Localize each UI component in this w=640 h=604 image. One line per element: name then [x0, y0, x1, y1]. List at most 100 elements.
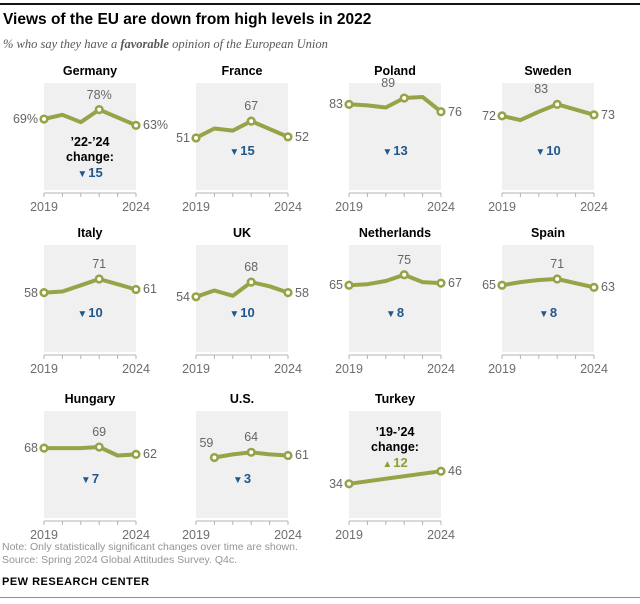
- axis-start-year-label: 2019: [182, 200, 210, 214]
- end-value-label: 46: [448, 464, 462, 479]
- data-point-marker: [497, 111, 507, 121]
- data-point-marker: [94, 274, 104, 284]
- peak-value-label: 64: [244, 430, 259, 445]
- change-value-line: ▼10: [34, 305, 146, 322]
- change-label: ▼8: [492, 305, 604, 322]
- data-point-marker: [552, 99, 562, 109]
- chart-title: Views of the EU are down from high level…: [3, 11, 372, 28]
- axis-end-year-label: 2024: [122, 200, 150, 214]
- change-prefix-line: change:: [371, 440, 419, 454]
- change-value-line: ▼15: [186, 143, 298, 160]
- axis-end-year-label: 2024: [427, 200, 455, 214]
- country-panel-germany: Germany 69% 63% 78% ’22-’24 change: ▼15 2019 202…: [13, 64, 168, 216]
- down-triangle-icon: ▼: [229, 309, 241, 320]
- data-point-marker: [399, 93, 409, 103]
- peak-value-label: 83: [534, 82, 549, 97]
- x-axis: [195, 192, 289, 197]
- axis-end-year-label: 2024: [580, 362, 608, 376]
- axis-start-year-label: 2019: [182, 362, 210, 376]
- panel-title: Germany: [62, 64, 118, 78]
- change-label: ’19-’24 change: ▲12: [339, 425, 451, 472]
- panel-plot-area: [191, 245, 293, 359]
- subtitle-emphasis: favorable: [120, 37, 169, 51]
- axis-end-year-label: 2024: [122, 362, 150, 376]
- change-value: 10: [240, 305, 255, 320]
- data-point-marker: [344, 99, 354, 109]
- data-point-marker: [589, 110, 599, 120]
- trend-line-chart: [191, 116, 293, 197]
- panel-title: France: [221, 64, 263, 78]
- country-panel-uk: UK 54 58 68 ▼10 2019 2024: [176, 226, 309, 378]
- axis-start-year-label: 2019: [30, 362, 58, 376]
- data-point-marker: [39, 443, 49, 453]
- panel-plot-area: [191, 83, 293, 197]
- x-axis: [43, 192, 137, 197]
- data-point-marker: [191, 133, 201, 143]
- start-value-label: 59: [199, 435, 214, 450]
- change-value: 7: [91, 471, 100, 486]
- trend-line: [42, 445, 138, 458]
- start-value-label: 69%: [12, 112, 38, 127]
- trend-line: [347, 95, 443, 114]
- end-value-label: 67: [448, 276, 462, 291]
- peak-value-label: 71: [550, 256, 565, 271]
- panel-title: Turkey: [374, 392, 416, 406]
- x-axis: [43, 520, 137, 525]
- trend-line-chart: [39, 274, 141, 359]
- data-point-marker: [589, 282, 599, 292]
- brand-text: PEW RESEARCH CENTER: [2, 576, 150, 588]
- panel-plot-area: [344, 83, 446, 197]
- data-point-marker: [246, 116, 256, 126]
- start-value-label: 34: [329, 476, 343, 491]
- change-value-line: ▼3: [186, 471, 298, 488]
- panel-title: Sweden: [524, 64, 572, 78]
- end-value-label: 63%: [143, 118, 169, 133]
- data-point-marker: [246, 277, 256, 287]
- data-point-marker: [131, 120, 141, 130]
- trend-line-chart: [39, 105, 141, 197]
- panel-plot-area: [39, 83, 141, 197]
- change-value-line: ▼7: [34, 471, 146, 488]
- panel-plot-area: [497, 245, 599, 359]
- change-value: 10: [88, 305, 103, 320]
- trend-line: [42, 277, 138, 295]
- data-point-marker: [399, 270, 409, 280]
- axis-end-year-label: 2024: [580, 200, 608, 214]
- panel-plot-area: [497, 83, 599, 197]
- data-point-marker: [283, 132, 293, 142]
- change-prefix-line: ’22-’24: [70, 135, 110, 149]
- trend-line-chart: [344, 466, 446, 525]
- change-prefix-line: ’19-’24: [375, 425, 415, 439]
- trend-line-chart: [497, 274, 599, 359]
- data-point-marker: [94, 105, 104, 115]
- axis-start-year-label: 2019: [488, 362, 516, 376]
- change-label: ▼13: [339, 143, 451, 160]
- country-panel-u-s: U.S. 59 61 64 ▼3 2019 2024: [182, 392, 309, 544]
- panel-title: Spain: [530, 226, 566, 240]
- data-point-marker: [131, 284, 141, 295]
- data-point-marker: [39, 114, 49, 124]
- data-point-marker: [436, 278, 446, 288]
- end-value-label: 61: [143, 282, 157, 297]
- axis-start-year-label: 2019: [335, 200, 363, 214]
- trend-line: [347, 469, 443, 486]
- change-value: 8: [396, 305, 405, 320]
- end-value-label: 63: [601, 280, 615, 295]
- peak-value-label: 78%: [86, 87, 112, 102]
- panel-title: Hungary: [64, 392, 116, 406]
- panel-title: UK: [232, 226, 252, 240]
- change-value-line: ▼15: [34, 165, 146, 182]
- end-value-label: 58: [295, 285, 309, 300]
- change-label: ▼8: [339, 305, 451, 322]
- x-axis: [195, 354, 289, 359]
- panel-plot-area: [344, 411, 446, 525]
- change-value-line: ▲12: [339, 455, 451, 472]
- subtitle-prefix: % who say they have a: [3, 37, 121, 51]
- trend-line-chart: [344, 270, 446, 359]
- x-axis: [501, 192, 595, 197]
- axis-start-year-label: 2019: [30, 200, 58, 214]
- bottom-rule: [0, 597, 640, 598]
- start-value-label: 51: [176, 130, 190, 145]
- x-axis: [348, 520, 442, 525]
- data-point-marker: [344, 280, 354, 290]
